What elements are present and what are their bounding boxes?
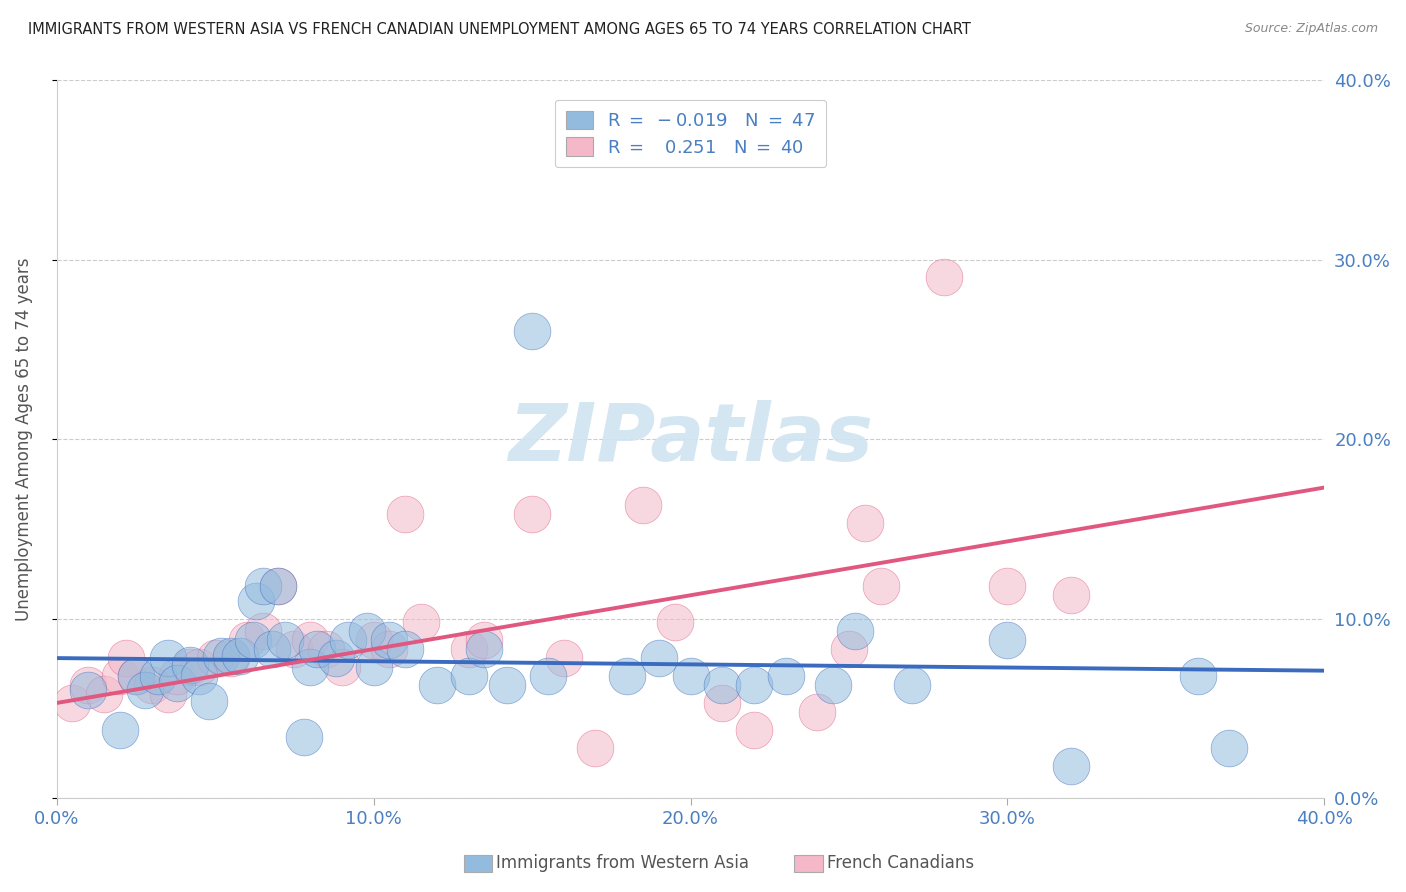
Point (330, 660, 353, 674)
Point (274, 633, 297, 648)
Point (869, 579, 891, 593)
Point (553, 651, 575, 665)
Point (997, 579, 1019, 593)
Point (242, 633, 264, 648)
Point (616, 669, 638, 683)
Point (474, 633, 496, 648)
Point (495, 678, 517, 692)
Point (115, 651, 138, 665)
Point (197, 694, 219, 708)
Y-axis label: Unemployment Among Ages 65 to 74 years: Unemployment Among Ages 65 to 74 years (15, 257, 32, 621)
Point (77, 678, 100, 692)
Point (853, 516, 876, 531)
Text: Immigrants from Western Asia: Immigrants from Western Asia (496, 855, 749, 872)
Point (219, 651, 242, 665)
Point (901, 678, 924, 692)
Point (997, 633, 1019, 648)
Point (267, 579, 290, 593)
Point (125, 669, 148, 683)
Text: IMMIGRANTS FROM WESTERN ASIA VS FRENCH CANADIAN UNEMPLOYMENT AMONG AGES 65 TO 74: IMMIGRANTS FROM WESTERN ASIA VS FRENCH C… (28, 22, 972, 37)
Point (356, 624, 378, 639)
Point (932, 270, 955, 285)
Point (457, 642, 479, 657)
Point (267, 579, 290, 593)
Point (1060, 759, 1083, 773)
Point (188, 669, 211, 683)
Point (299, 660, 322, 674)
Point (394, 642, 416, 657)
Point (325, 651, 347, 665)
Point (156, 687, 179, 701)
Text: ZIPatlas: ZIPatlas (508, 400, 873, 478)
Point (209, 649, 232, 664)
Point (125, 669, 148, 683)
Point (252, 624, 274, 639)
Point (166, 669, 188, 683)
Point (411, 615, 433, 630)
Point (520, 324, 543, 338)
Point (229, 649, 252, 664)
Text: Source: ZipAtlas.com: Source: ZipAtlas.com (1244, 22, 1378, 36)
Point (583, 740, 606, 755)
Point (77, 683, 100, 698)
Point (245, 593, 267, 607)
Point (806, 705, 828, 719)
Point (648, 651, 671, 665)
Point (838, 642, 860, 657)
Point (742, 678, 765, 692)
Point (299, 633, 322, 648)
Point (146, 669, 169, 683)
Point (457, 669, 479, 683)
Legend: $\mathregular{R\ =\ -0.019\quad N\ =\ 47}$, $\mathregular{R\ =\ \ \ 0.251\quad N: $\mathregular{R\ =\ -0.019\quad N\ =\ 47… (555, 100, 827, 168)
Point (363, 633, 385, 648)
Point (204, 651, 226, 665)
Point (188, 660, 211, 674)
Point (537, 669, 560, 683)
Point (1218, 740, 1240, 755)
Point (166, 676, 188, 690)
Point (1060, 588, 1083, 602)
Point (179, 660, 201, 674)
Point (844, 624, 866, 639)
Point (93, 687, 115, 701)
Point (631, 499, 654, 513)
Point (134, 683, 156, 698)
Text: French Canadians: French Canadians (827, 855, 974, 872)
Point (108, 669, 131, 683)
Point (823, 678, 845, 692)
Point (378, 633, 401, 648)
Point (426, 678, 449, 692)
Point (236, 633, 259, 648)
Point (283, 642, 305, 657)
Point (775, 669, 797, 683)
Point (219, 649, 242, 664)
Point (315, 642, 337, 657)
Point (363, 660, 385, 674)
Point (156, 651, 179, 665)
Point (664, 615, 686, 630)
Point (179, 658, 201, 673)
Point (62, 696, 84, 710)
Point (108, 723, 131, 737)
Point (742, 723, 765, 737)
Point (141, 678, 163, 692)
Point (1187, 669, 1209, 683)
Point (679, 669, 702, 683)
Point (337, 633, 360, 648)
Point (262, 642, 284, 657)
Point (378, 642, 401, 657)
Point (711, 696, 734, 710)
Point (252, 579, 274, 593)
Point (292, 730, 315, 744)
Point (394, 508, 416, 522)
Point (520, 508, 543, 522)
Point (305, 642, 328, 657)
Point (711, 678, 734, 692)
Point (474, 642, 496, 657)
